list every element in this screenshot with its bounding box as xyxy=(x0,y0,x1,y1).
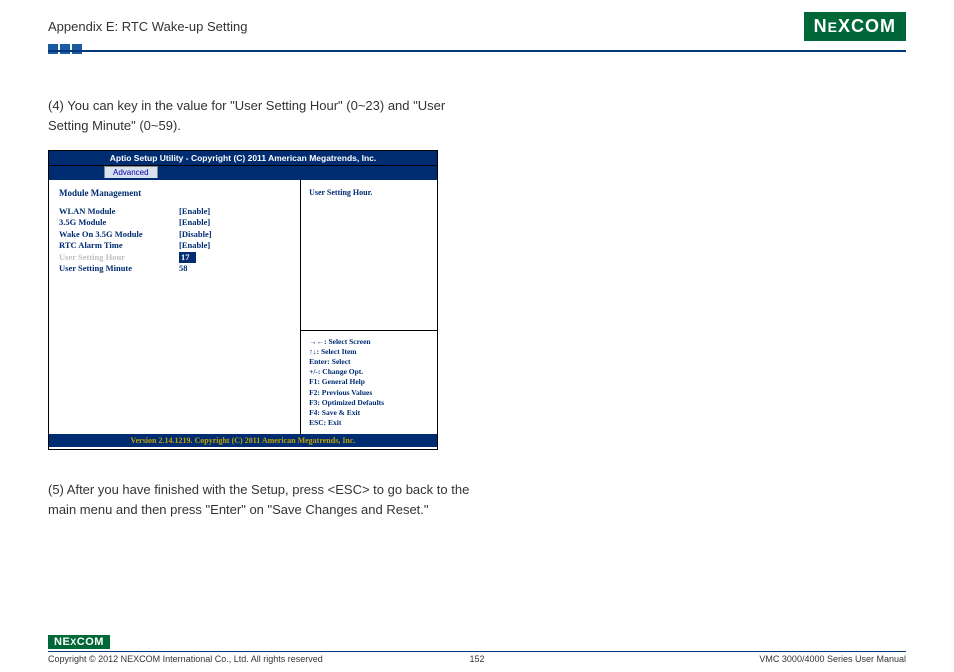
bios-value: [Enable] xyxy=(179,240,210,251)
paragraph-5: (5) After you have finished with the Set… xyxy=(48,480,478,519)
bios-row-wlan: WLAN Module [Enable] xyxy=(59,206,290,217)
bios-help-panel: User Setting Hour. xyxy=(301,180,437,330)
bios-label: WLAN Module xyxy=(59,206,179,217)
header-rule xyxy=(48,50,906,52)
bios-tab-bar: Advanced xyxy=(49,166,437,180)
bios-label: User Setting Minute xyxy=(59,263,179,274)
bios-value: [Enable] xyxy=(179,217,210,228)
bios-section-title: Module Management xyxy=(59,188,290,198)
bios-screenshot: Aptio Setup Utility - Copyright (C) 2011… xyxy=(48,150,438,450)
paragraph-4: (4) You can key in the value for "User S… xyxy=(48,96,478,135)
page-number: 152 xyxy=(469,654,484,664)
bios-footer-bar: Version 2.14.1219. Copyright (C) 2011 Am… xyxy=(49,434,437,447)
bios-row-minute: User Setting Minute 58 xyxy=(59,263,290,274)
bios-value: [Enable] xyxy=(179,206,210,217)
page-footer: NEXCOM Copyright © 2012 NEXCOM Internati… xyxy=(0,632,954,672)
bios-nav-line: F3: Optimized Defaults xyxy=(309,398,429,408)
bios-row-hour: User Setting Hour 17 xyxy=(59,252,290,263)
decorative-squares xyxy=(48,44,82,54)
bios-row-rtc: RTC Alarm Time [Enable] xyxy=(59,240,290,251)
bios-value: 58 xyxy=(179,263,188,274)
footer-nexcom-logo: NEXCOM xyxy=(48,635,110,649)
nexcom-logo: NEXCOM xyxy=(804,12,906,41)
bios-row-wake: Wake On 3.5G Module [Disable] xyxy=(59,229,290,240)
bios-label: 3.5G Module xyxy=(59,217,179,228)
bios-settings-panel: Module Management WLAN Module [Enable] 3… xyxy=(49,180,301,434)
bios-nav-line: →←: Select Screen xyxy=(309,337,429,347)
bios-nav-line: F1: General Help xyxy=(309,377,429,387)
bios-value: [Disable] xyxy=(179,229,212,240)
bios-nav-line: +/-: Change Opt. xyxy=(309,367,429,377)
bios-label: User Setting Hour xyxy=(59,252,179,263)
bios-row-3g: 3.5G Module [Enable] xyxy=(59,217,290,228)
bios-nav-line: ↑↓: Select Item xyxy=(309,347,429,357)
bios-value: 17 xyxy=(179,252,196,263)
appendix-title: Appendix E: RTC Wake-up Setting xyxy=(48,19,247,34)
bios-label: RTC Alarm Time xyxy=(59,240,179,251)
bios-tab-advanced: Advanced xyxy=(104,166,158,178)
footer-manual-name: VMC 3000/4000 Series User Manual xyxy=(759,654,906,664)
bios-nav-line: Enter: Select xyxy=(309,357,429,367)
bios-title-bar: Aptio Setup Utility - Copyright (C) 2011… xyxy=(49,151,437,166)
bios-nav-line: F2: Previous Values xyxy=(309,388,429,398)
bios-nav-line: ESC: Exit xyxy=(309,418,429,428)
bios-nav-panel: →←: Select Screen ↑↓: Select Item Enter:… xyxy=(301,330,437,434)
bios-nav-line: F4: Save & Exit xyxy=(309,408,429,418)
bios-label: Wake On 3.5G Module xyxy=(59,229,179,240)
footer-copyright: Copyright © 2012 NEXCOM International Co… xyxy=(48,654,323,664)
